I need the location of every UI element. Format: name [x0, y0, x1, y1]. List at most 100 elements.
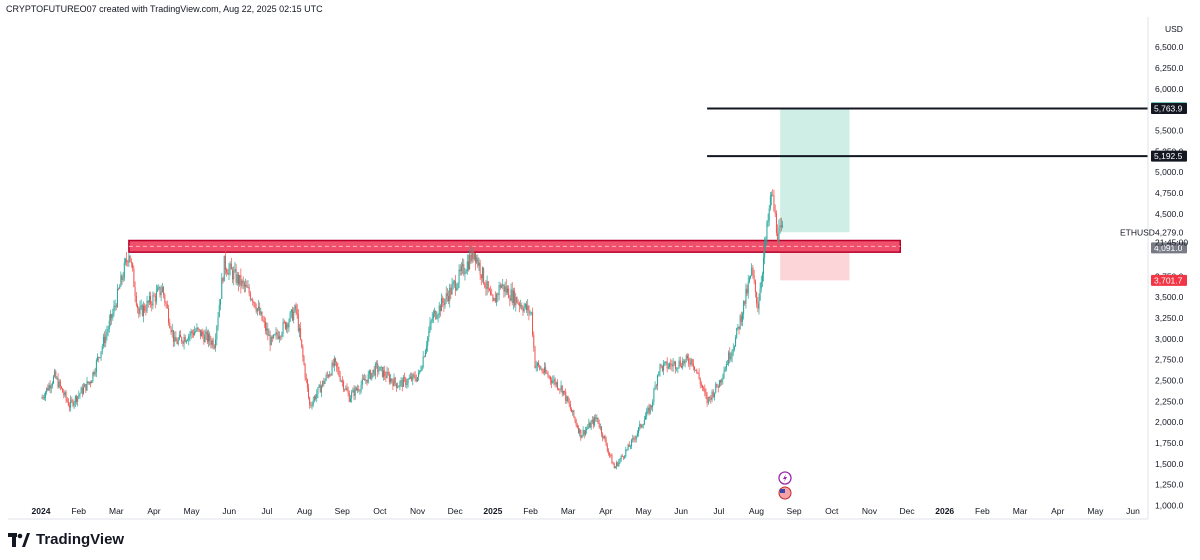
candle-body: [240, 274, 242, 287]
candle-body: [81, 387, 83, 394]
candle-body: [216, 326, 218, 340]
candle-body: [50, 385, 52, 389]
candle-body: [132, 263, 134, 269]
take-profit-zone[interactable]: [780, 107, 850, 233]
candle-body: [611, 455, 613, 464]
candle-body: [288, 321, 290, 328]
candle-body: [485, 287, 487, 289]
candle-body: [113, 305, 115, 314]
candle-body: [505, 286, 507, 293]
candle-body: [765, 239, 767, 243]
candle-body: [185, 340, 187, 342]
candle-body: [614, 466, 616, 469]
candle-body: [479, 262, 481, 275]
candle-body: [217, 316, 219, 327]
candle-body: [355, 387, 357, 390]
candle-body: [527, 306, 529, 311]
candle-body: [85, 384, 87, 391]
candle-body: [226, 269, 228, 273]
candle-body: [587, 427, 589, 429]
candle-body: [118, 288, 120, 290]
tradingview-logo-icon: [8, 532, 30, 547]
candle-body: [197, 327, 199, 330]
x-tick-label: Aug: [749, 506, 764, 516]
candle-body: [729, 352, 731, 360]
candle-body: [91, 380, 93, 384]
candle-body: [542, 371, 544, 373]
price-chart[interactable]: USD6,500.06,250.06,000.05,750.05,500.05,…: [0, 0, 1200, 522]
candle-body: [434, 310, 436, 314]
y-tick-label: 3,500.0: [1155, 292, 1184, 302]
candle-body: [68, 405, 70, 408]
candle-body: [275, 332, 277, 335]
candle-body: [359, 390, 361, 392]
candle-body: [381, 366, 383, 377]
candle-body: [451, 284, 453, 295]
candle-body: [46, 387, 48, 393]
candle-body: [661, 365, 663, 371]
candle-body: [754, 280, 756, 293]
candle-body: [658, 371, 660, 376]
candle-body: [140, 305, 142, 308]
candle-body: [594, 417, 596, 425]
candle-body: [777, 232, 779, 244]
candle-body: [758, 300, 760, 309]
candle-body: [586, 428, 588, 431]
price-tag: [1151, 103, 1187, 115]
candle-body: [575, 420, 577, 426]
candle-body: [697, 372, 699, 374]
candle-body: [286, 323, 288, 329]
candle-body: [466, 261, 468, 272]
candle-body: [506, 288, 508, 293]
candle-body: [191, 331, 193, 334]
candle-body: [120, 275, 122, 287]
candle-body: [414, 375, 416, 380]
stop-loss-zone[interactable]: [780, 247, 850, 281]
candle-body: [688, 358, 690, 364]
x-tick-label: Jun: [674, 506, 688, 516]
candle-body: [745, 288, 747, 304]
candle-body: [694, 366, 696, 370]
candle-body: [574, 417, 576, 421]
candle-body: [471, 248, 473, 262]
candle-body: [530, 312, 532, 314]
candle-body: [740, 315, 742, 322]
tradingview-logo[interactable]: TradingView: [8, 531, 124, 548]
candle-body: [405, 378, 407, 386]
candle-body: [331, 362, 333, 375]
candle-body: [373, 369, 375, 376]
candle-body: [97, 356, 99, 361]
candle-body: [723, 371, 725, 378]
candle-body: [464, 273, 466, 275]
price-tag: [1151, 150, 1187, 162]
tradingview-logo-text: TradingView: [36, 531, 125, 548]
candle-body: [759, 288, 761, 301]
candle-body: [227, 272, 229, 275]
candle-body: [491, 294, 493, 296]
candle-body: [201, 331, 203, 337]
candle-body: [210, 340, 212, 345]
candle-body: [499, 285, 501, 288]
candle-body: [532, 312, 534, 335]
candle-body: [648, 407, 650, 414]
candle-body: [472, 248, 474, 260]
y-tick-label: 4,750.0: [1155, 188, 1184, 198]
candle-body: [70, 399, 72, 408]
x-tick-label: Apr: [1051, 506, 1064, 516]
candle-body: [152, 295, 154, 306]
candle-body: [78, 394, 80, 397]
candle-body: [744, 300, 746, 304]
candle-body: [258, 306, 260, 309]
candle-body: [509, 298, 511, 301]
event-icons[interactable]: [778, 471, 792, 500]
candle-body: [772, 195, 774, 196]
candle-body: [49, 385, 51, 389]
candle-body: [588, 422, 590, 428]
candle-body: [439, 305, 441, 312]
candle-body: [543, 367, 545, 373]
candle-body: [253, 302, 255, 303]
candle-body: [192, 333, 194, 336]
candle-body: [59, 381, 61, 387]
candle-body: [498, 285, 500, 296]
candle-body: [712, 391, 714, 397]
